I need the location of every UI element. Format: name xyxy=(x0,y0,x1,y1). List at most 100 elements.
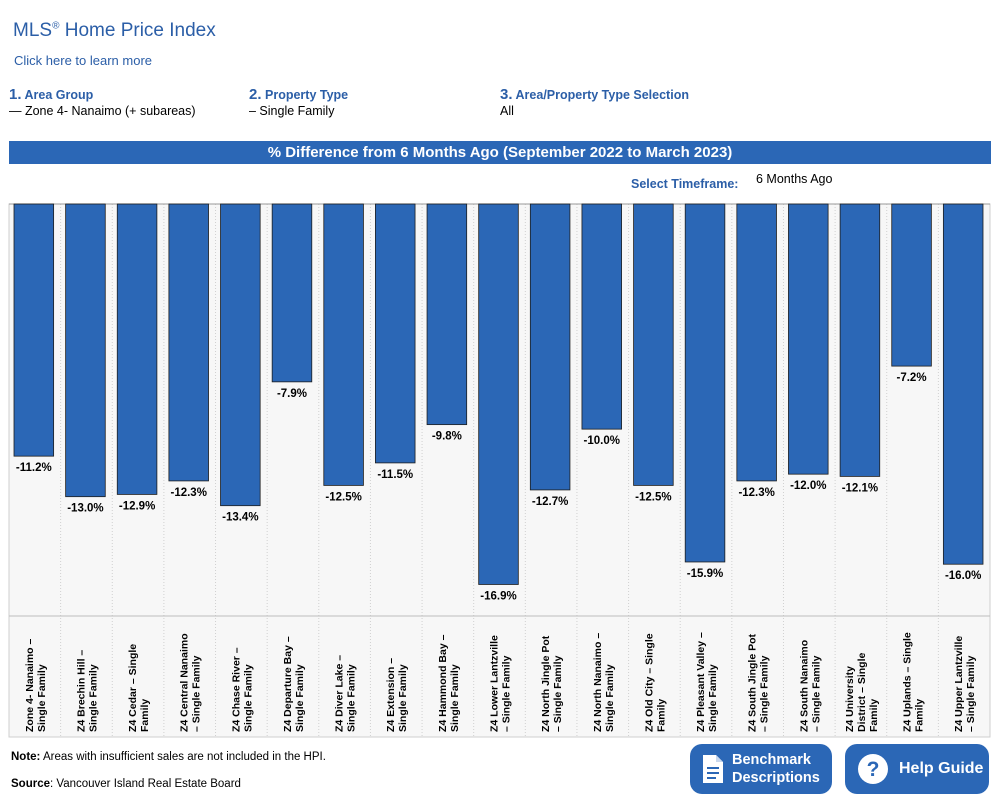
category-label-line: Z4 Diver Lake – xyxy=(334,655,346,732)
bar-value-label: -12.3% xyxy=(738,487,774,499)
category-label-line: Z4 Upper Lantzville xyxy=(953,636,965,732)
timeframe-select[interactable]: 6 Months Ago xyxy=(756,172,833,186)
area-selection-value[interactable]: All xyxy=(500,104,514,118)
bar xyxy=(839,203,881,477)
property-type-filter[interactable]: 2. Property Type – Single Family xyxy=(249,86,348,118)
bar-value-label: -16.9% xyxy=(480,590,516,602)
bar xyxy=(633,203,674,486)
category-label-line: Z4 North Jingle Pot xyxy=(540,635,552,732)
category-label-line: Z4 University xyxy=(844,666,856,732)
bar-value-label: -12.7% xyxy=(532,496,568,508)
bar-value-label: -7.2% xyxy=(897,372,927,384)
category-label-line: Single Family xyxy=(36,664,48,732)
bar-value-label: -11.2% xyxy=(16,462,52,474)
category-label-line: Single Family xyxy=(604,664,616,732)
bar xyxy=(65,203,106,498)
document-icon xyxy=(702,754,724,784)
bar-value-label: -11.5% xyxy=(377,469,413,481)
bar-value-label: -12.1% xyxy=(842,482,878,494)
category-label-line: Z4 North Nanaimo – xyxy=(592,633,604,732)
category-label-line: Z4 Brechin Hill – xyxy=(75,650,87,732)
category-label: Z4 Brechin Hill – Single Family xyxy=(75,650,99,732)
category-label-line: Single Family xyxy=(346,664,358,732)
category-label: Z4 Diver Lake – Single Family xyxy=(334,655,358,732)
category-label: Z4 Old City – Single Family xyxy=(643,633,667,732)
bar-value-label: -16.0% xyxy=(945,570,981,582)
category-label-line: Z4 Departure Bay – xyxy=(282,636,294,732)
area-selection-label: 3. Area/Property Type Selection xyxy=(500,86,689,103)
learn-more-link[interactable]: Click here to learn more xyxy=(14,53,152,68)
bar xyxy=(478,203,519,585)
category-label-line: Z4 Old City – Single xyxy=(643,633,655,732)
bar-value-label: -9.8% xyxy=(432,431,462,443)
bar xyxy=(168,203,209,482)
property-type-value[interactable]: – Single Family xyxy=(249,104,335,118)
category-label: Z4 Chase River – Single Family xyxy=(230,647,254,732)
category-label: Z4 Uplands – Single Family xyxy=(902,632,926,732)
bar xyxy=(891,203,932,367)
category-label: Z4 University District – Single Family xyxy=(844,652,880,732)
category-label-line: Z4 South Jingle Pot xyxy=(747,633,759,732)
bar-value-label: -12.3% xyxy=(170,487,206,499)
bar xyxy=(13,203,55,457)
bar-value-label: -13.0% xyxy=(67,503,103,515)
category-label-line: Family xyxy=(914,699,926,732)
category-label: Z4 Upper Lantzville – Single Family xyxy=(953,636,977,732)
area-selection-filter[interactable]: 3. Area/Property Type Selection All xyxy=(500,86,689,118)
bar xyxy=(271,203,313,383)
category-label-line: Z4 South Nanaimo xyxy=(798,640,810,732)
bar xyxy=(788,203,829,475)
page-title: MLS® Home Price Index xyxy=(13,20,216,41)
bar-value-label: -12.5% xyxy=(325,491,361,503)
bar xyxy=(426,203,468,426)
category-label: Z4 South Jingle Pot – Single Family xyxy=(747,633,771,732)
bar-chart: -11.2%Zone 4- Nanaimo – Single Family-13.… xyxy=(8,203,991,738)
category-label: Z4 Hammond Bay – Single Family xyxy=(437,634,461,732)
category-label-line: – Single Family xyxy=(501,655,513,732)
category-label-line: Single Family xyxy=(397,664,409,732)
area-group-label: 1. Area Group xyxy=(9,86,94,103)
timeframe-label: Select Timeframe: xyxy=(631,177,739,191)
category-label-line: Family xyxy=(139,699,151,732)
bar xyxy=(220,203,261,507)
area-group-value[interactable]: — Zone 4- Nanaimo (+ subareas) xyxy=(9,104,196,118)
category-label-line: Z4 Lower Lantzville xyxy=(489,635,501,732)
category-label-line: Family xyxy=(868,699,880,732)
bar xyxy=(581,203,622,430)
category-label-line: – Single Family xyxy=(191,655,203,732)
chart-title: % Difference from 6 Months Ago (Septembe… xyxy=(9,141,991,164)
category-label: Z4 Departure Bay – Single Family xyxy=(282,636,306,732)
category-label-line: Single Family xyxy=(707,664,719,732)
category-label-line: – Single Family xyxy=(810,655,822,732)
category-label-line: Single Family xyxy=(294,664,306,732)
category-label-line: Z4 Pleasant Valley – xyxy=(695,632,707,732)
bar-value-label: -10.0% xyxy=(584,435,620,447)
category-label: Z4 Cedar – Single Family xyxy=(127,644,151,732)
bar-value-label: -12.5% xyxy=(635,491,671,503)
footer-note: Note: Areas with insufficient sales are … xyxy=(11,751,326,763)
help-guide-button[interactable]: ? Help Guide xyxy=(845,744,989,794)
footer-source: Source: Vancouver Island Real Estate Boa… xyxy=(11,778,241,790)
area-group-filter[interactable]: 1. Area Group — Zone 4- Nanaimo (+ subar… xyxy=(9,86,196,118)
category-label-line: Z4 Extension – xyxy=(385,658,397,732)
benchmark-descriptions-button[interactable]: Benchmark Descriptions xyxy=(690,744,832,794)
category-label: Z4 North Nanaimo – Single Family xyxy=(592,633,616,732)
category-label-line: Family xyxy=(655,699,667,732)
category-label-line: Z4 Uplands – Single xyxy=(902,632,914,732)
category-label-line: Z4 Central Nanaimo xyxy=(179,633,191,732)
svg-text:?: ? xyxy=(867,758,880,781)
category-label-line: Single Family xyxy=(87,664,99,732)
category-label-line: District – Single xyxy=(856,652,868,732)
bar-value-label: -13.4% xyxy=(222,512,258,524)
category-label-line: Single Family xyxy=(449,664,461,732)
category-label: Z4 Lower Lantzville – Single Family xyxy=(489,635,513,732)
category-label-line: Zone 4- Nanaimo – xyxy=(24,638,36,732)
bar-value-label: -12.0% xyxy=(790,480,826,492)
bar xyxy=(323,203,364,486)
bar xyxy=(736,203,777,482)
category-label-line: – Single Family xyxy=(759,655,771,732)
question-circle-icon: ? xyxy=(857,753,889,785)
bar xyxy=(942,203,984,565)
category-label-line: Single Family xyxy=(242,664,254,732)
category-label-line: Z4 Hammond Bay – xyxy=(437,634,449,732)
